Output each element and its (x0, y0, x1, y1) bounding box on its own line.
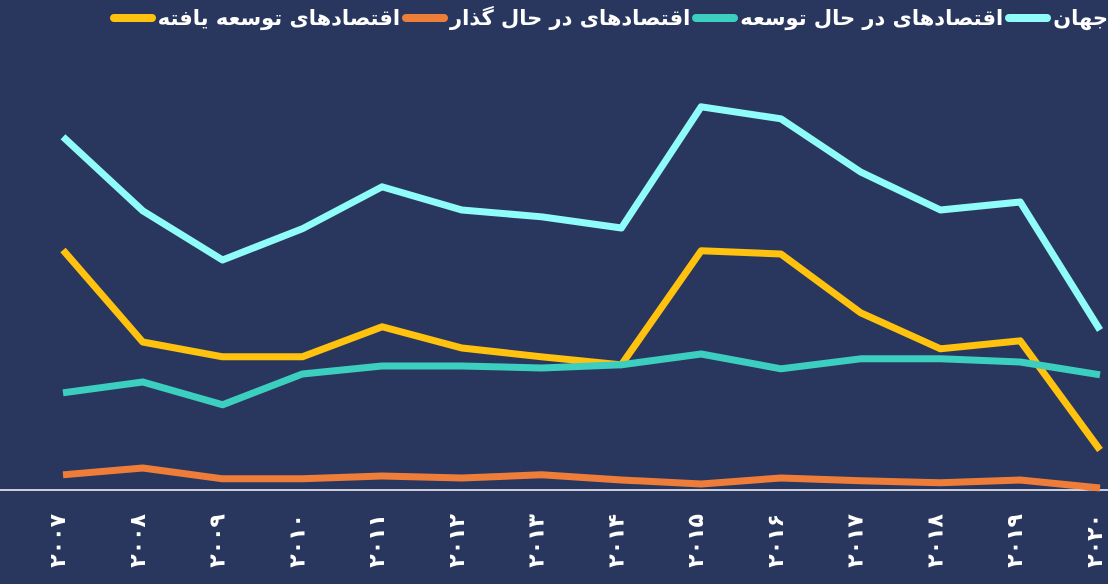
legend-label: جهان (1053, 6, 1108, 30)
legend-swatch (402, 14, 449, 22)
x-tick-label: ۲۰۱۵ (684, 514, 709, 568)
legend: جهان اقتصادهای در حال توسعه اقتصادهای در ح… (0, 6, 1108, 30)
x-tick-label: ۲۰۱۱ (365, 514, 390, 568)
x-tick-label: ۲۰۲۰ (1083, 514, 1108, 568)
legend-label: اقتصادهای توسعه یافته (157, 6, 401, 30)
x-tick-label: ۲۰۱۳ (525, 513, 550, 567)
x-tick-label: ۲۰۰۷ (46, 513, 71, 567)
x-tick-label: ۲۰۱۷ (844, 513, 869, 567)
x-tick-label: ۲۰۱۶ (764, 514, 789, 568)
series-line (60, 247, 1103, 453)
legend-label: اقتصادهای در حال گذار (450, 6, 691, 30)
legend-swatch (1005, 14, 1052, 22)
legend-swatch (109, 14, 156, 22)
legend-entry: اقتصادهای توسعه یافته (108, 6, 400, 30)
x-tick-label: ۲۰۱۸ (923, 513, 948, 567)
legend-entry: جهان (1003, 6, 1108, 30)
legend-entry: اقتصادهای در حال توسعه (690, 6, 1003, 30)
series-line (62, 464, 1101, 492)
x-tick-label: ۲۰۱۹ (1003, 514, 1028, 568)
x-tick-label: ۲۰۱۴ (604, 514, 629, 568)
x-tick-label: ۲۰۱۰ (285, 514, 310, 568)
x-tick-label: ۲۰۱۲ (445, 513, 470, 567)
legend-entry: اقتصادهای در حال گذار (400, 6, 690, 30)
series-line (60, 103, 1103, 332)
series-line (62, 350, 1101, 409)
x-tick-label: ۲۰۰۹ (206, 514, 231, 568)
legend-label: اقتصادهای در حال توسعه (740, 6, 1004, 30)
x-tick-label: ۲۰۰۸ (126, 513, 151, 567)
legend-swatch (692, 14, 739, 22)
